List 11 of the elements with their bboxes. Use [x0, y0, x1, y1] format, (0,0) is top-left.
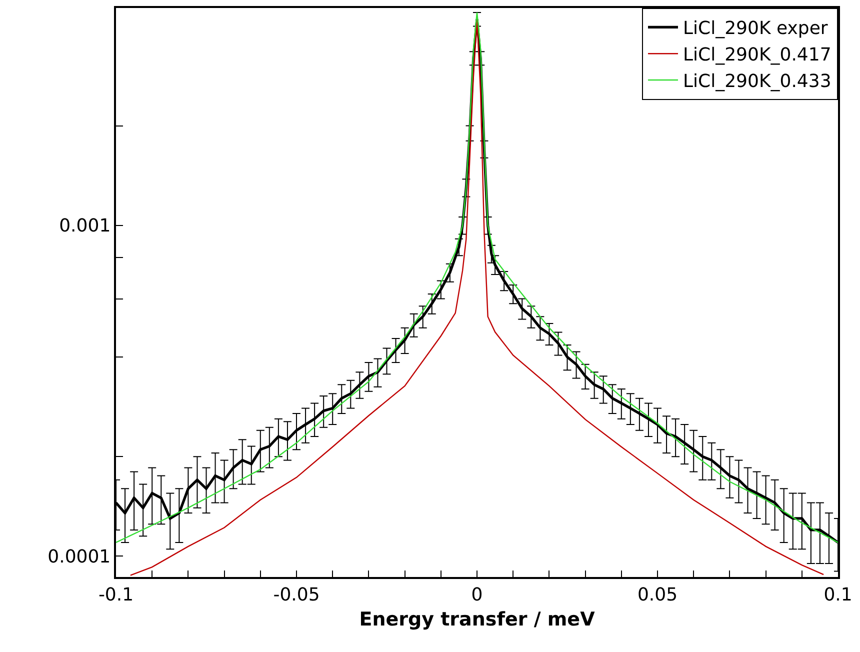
y-tick-label: 0.001: [59, 216, 111, 237]
y-tick-label: 0.0001: [48, 546, 111, 568]
x-tick-label: 0.05: [637, 584, 678, 606]
legend-label: LiCl_290K_0.417: [683, 44, 832, 66]
x-tick-label: 0.1: [824, 584, 852, 606]
legend-label: LiCl_290K_0.433: [683, 71, 832, 92]
x-tick-label: 0: [471, 584, 483, 606]
x-tick-label: -0.1: [98, 584, 134, 606]
x-tick-label: -0.05: [273, 584, 320, 606]
legend-label: LiCl_290K exper: [683, 18, 828, 40]
x-axis-title: Energy transfer / meV: [359, 608, 596, 631]
